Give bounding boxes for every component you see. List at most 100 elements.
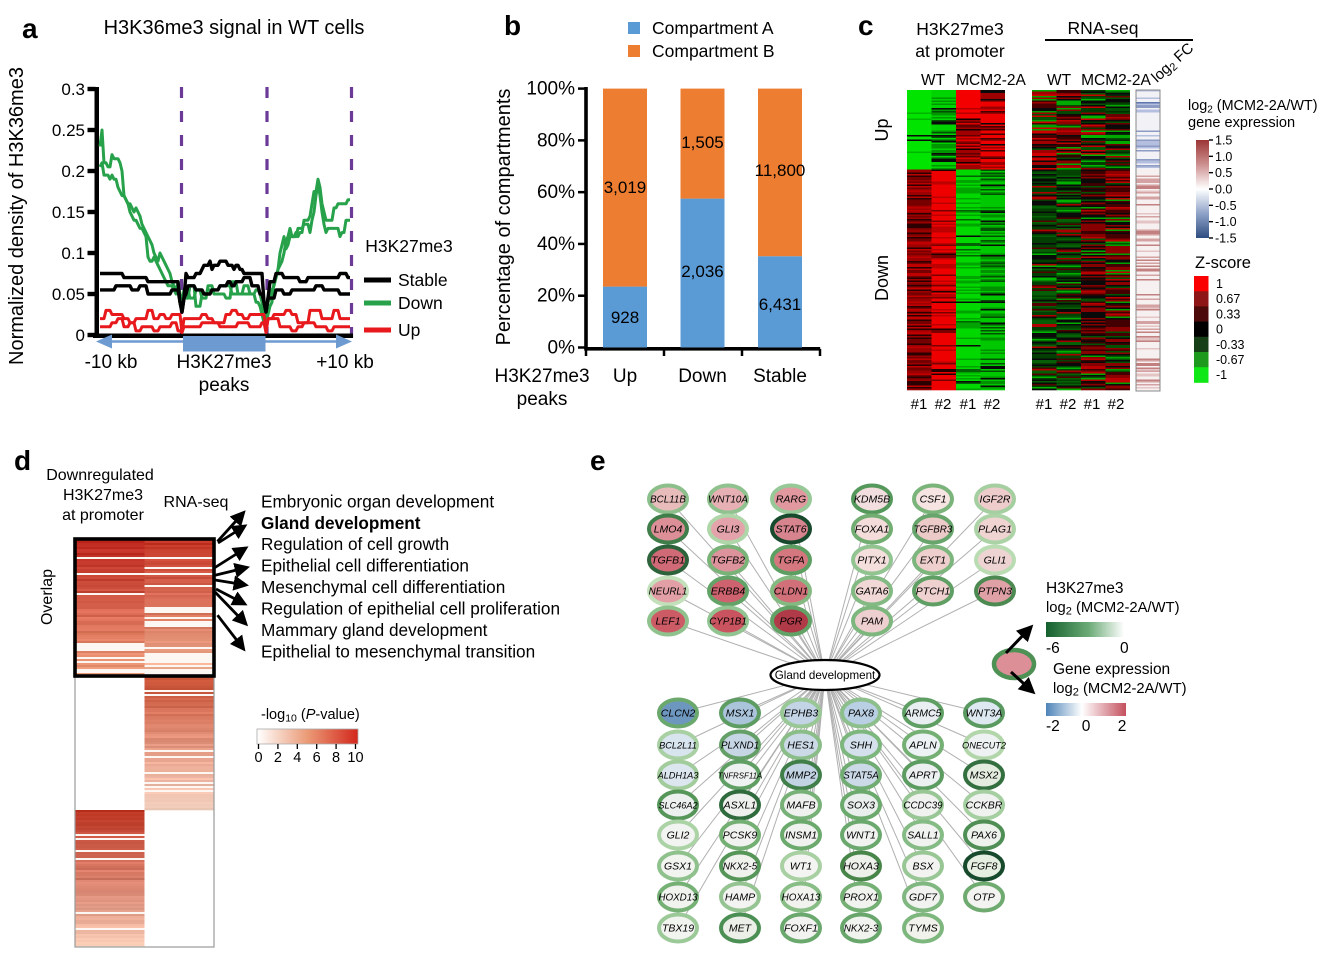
- svg-text:40%: 40%: [537, 234, 575, 255]
- svg-text:SOX3: SOX3: [847, 800, 875, 812]
- svg-text:TGFB1: TGFB1: [651, 555, 685, 567]
- svg-text:WT: WT: [1047, 72, 1072, 89]
- svg-text:e: e: [590, 445, 606, 476]
- svg-text:Gland development: Gland development: [775, 669, 876, 682]
- svg-text:0.5: 0.5: [1215, 166, 1232, 180]
- svg-text:peaks: peaks: [199, 375, 250, 396]
- svg-text:SLC46A2: SLC46A2: [658, 801, 697, 811]
- svg-text:at promoter: at promoter: [915, 41, 1005, 61]
- svg-text:H3K27me3: H3K27me3: [365, 236, 453, 256]
- svg-text:WNT10A: WNT10A: [708, 495, 748, 506]
- svg-text:Epithelial cell differentiatio: Epithelial cell differentiation: [261, 556, 469, 576]
- svg-text:1,505: 1,505: [681, 133, 724, 152]
- svg-text:c: c: [858, 10, 874, 41]
- svg-text:BSX: BSX: [912, 861, 934, 873]
- svg-text:OTP: OTP: [973, 892, 995, 904]
- svg-text:SHH: SHH: [850, 740, 873, 752]
- svg-text:2: 2: [1118, 718, 1127, 735]
- svg-text:-log10 (P-value): -log10 (P-value): [261, 707, 360, 725]
- svg-text:Epithelial to mesenchymal tran: Epithelial to mesenchymal transition: [261, 641, 535, 661]
- svg-text:H3K27me3: H3K27me3: [494, 366, 589, 387]
- svg-text:928: 928: [611, 308, 639, 327]
- svg-text:100%: 100%: [526, 79, 575, 100]
- svg-text:#2: #2: [1060, 396, 1077, 413]
- svg-text:-1.0: -1.0: [1215, 215, 1237, 229]
- svg-text:PCSK9: PCSK9: [723, 830, 758, 842]
- svg-text:MCM2-2A: MCM2-2A: [1081, 72, 1151, 89]
- svg-text:Regulation of epithelial cell: Regulation of epithelial cell proliferat…: [261, 599, 560, 619]
- svg-text:Embryonic organ development: Embryonic organ development: [261, 491, 494, 511]
- svg-text:MSX2: MSX2: [970, 770, 999, 782]
- svg-text:Z-score: Z-score: [1195, 254, 1251, 272]
- svg-text:4: 4: [293, 750, 301, 766]
- svg-text:#2: #2: [935, 396, 952, 413]
- svg-text:ONECUT2: ONECUT2: [962, 741, 1006, 751]
- svg-text:-0.5: -0.5: [1215, 199, 1237, 213]
- svg-text:Downregulated: Downregulated: [46, 467, 154, 484]
- svg-text:0.2: 0.2: [61, 162, 85, 181]
- svg-text:MSX1: MSX1: [726, 708, 755, 720]
- svg-text:-1: -1: [1216, 368, 1227, 382]
- svg-text:-1.5: -1.5: [1215, 232, 1237, 246]
- svg-text:Gland development: Gland development: [261, 513, 421, 533]
- svg-text:+10 kb: +10 kb: [316, 352, 374, 373]
- svg-text:Up: Up: [613, 366, 637, 387]
- svg-text:WT1: WT1: [790, 861, 812, 873]
- svg-text:60%: 60%: [537, 182, 575, 203]
- svg-text:SALL1: SALL1: [907, 830, 939, 842]
- svg-text:CLDN1: CLDN1: [774, 586, 808, 598]
- svg-text:CCDC39: CCDC39: [903, 801, 943, 812]
- svg-text:HES1: HES1: [787, 740, 814, 752]
- svg-text:PLXND1: PLXND1: [721, 741, 759, 752]
- svg-text:GSX1: GSX1: [664, 861, 692, 873]
- svg-text:H3K27me3: H3K27me3: [916, 19, 1004, 39]
- svg-text:ERBB4: ERBB4: [711, 586, 746, 598]
- svg-text:ASXL1: ASXL1: [723, 800, 757, 812]
- svg-text:TBX19: TBX19: [662, 923, 694, 935]
- svg-text:6: 6: [313, 750, 321, 766]
- svg-text:0: 0: [1120, 640, 1129, 657]
- svg-text:#2: #2: [1108, 396, 1125, 413]
- svg-text:FOXA1: FOXA1: [855, 524, 889, 536]
- svg-text:#1: #1: [911, 396, 928, 413]
- svg-text:PTCH1: PTCH1: [916, 586, 950, 598]
- svg-text:3,019: 3,019: [604, 178, 647, 197]
- svg-text:80%: 80%: [537, 130, 575, 151]
- svg-text:PTPN3: PTPN3: [978, 586, 1012, 598]
- svg-text:INSM1: INSM1: [785, 830, 817, 842]
- svg-text:TGFB2: TGFB2: [711, 555, 745, 567]
- svg-text:APLN: APLN: [908, 740, 937, 752]
- svg-text:HAMP: HAMP: [725, 892, 755, 904]
- svg-text:Down: Down: [398, 293, 443, 313]
- svg-text:b: b: [504, 10, 521, 41]
- svg-text:0: 0: [1216, 323, 1223, 337]
- svg-text:gene expression: gene expression: [1188, 115, 1295, 131]
- svg-text:d: d: [14, 445, 31, 476]
- svg-text:PLAG1: PLAG1: [978, 524, 1012, 536]
- svg-text:BCL2L11: BCL2L11: [659, 741, 697, 751]
- svg-text:IGF2R: IGF2R: [980, 494, 1011, 506]
- svg-text:GLI1: GLI1: [984, 555, 1007, 567]
- svg-text:KDM5B: KDM5B: [854, 494, 890, 506]
- svg-text:Up: Up: [398, 320, 420, 340]
- svg-text:0.25: 0.25: [52, 121, 85, 140]
- svg-text:STAT5A: STAT5A: [843, 771, 879, 782]
- svg-text:NKX2-5: NKX2-5: [723, 862, 758, 873]
- svg-text:Percentage of compartments: Percentage of compartments: [493, 89, 515, 346]
- svg-text:0.0: 0.0: [1215, 183, 1232, 197]
- svg-text:GLI2: GLI2: [667, 830, 690, 842]
- svg-text:HOXD13: HOXD13: [658, 893, 698, 904]
- svg-text:PROX1: PROX1: [843, 892, 879, 904]
- svg-text:at promoter: at promoter: [62, 507, 144, 524]
- svg-text:0.3: 0.3: [61, 80, 85, 99]
- svg-text:0.15: 0.15: [52, 203, 85, 222]
- svg-text:20%: 20%: [537, 286, 575, 307]
- svg-text:MAFB: MAFB: [786, 800, 815, 812]
- svg-text:EPHB3: EPHB3: [784, 708, 819, 720]
- svg-text:-10 kb: -10 kb: [85, 352, 138, 373]
- svg-text:2,036: 2,036: [681, 262, 724, 281]
- svg-text:APRT: APRT: [908, 770, 938, 782]
- svg-text:log2 (MCM2-2A/WT): log2 (MCM2-2A/WT): [1053, 681, 1187, 699]
- svg-text:log2 (MCM2-2A/WT): log2 (MCM2-2A/WT): [1046, 600, 1180, 618]
- svg-text:0.67: 0.67: [1216, 292, 1240, 306]
